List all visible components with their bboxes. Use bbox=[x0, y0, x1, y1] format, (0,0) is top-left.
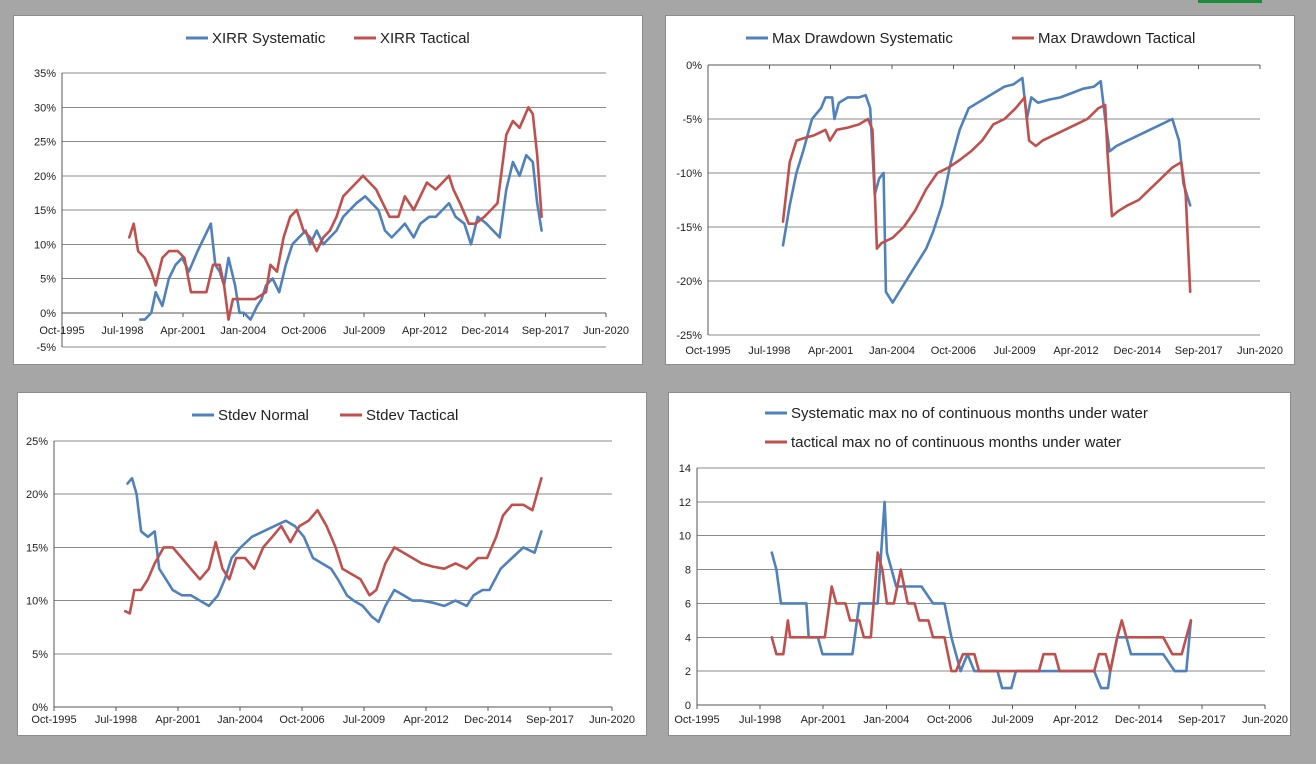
legend-label: Systematic max no of continuous months u… bbox=[791, 405, 1148, 422]
y-tick-label: 0% bbox=[686, 60, 702, 72]
y-tick-label: 10 bbox=[679, 531, 691, 543]
chart-svg-drawdown: 0% -5% -10% -15% -20% -25% Oct-1995 Jul-1998 Apr… bbox=[676, 30, 1283, 357]
y-tick-label: 12 bbox=[679, 497, 691, 509]
y-tick-label: 8 bbox=[685, 565, 691, 577]
x-tick-label: Jan-2004 bbox=[217, 714, 263, 726]
y-tick-label: 0 bbox=[685, 700, 691, 712]
y-tick-label: -20% bbox=[676, 276, 702, 288]
series-line-systematic[interactable] bbox=[126, 476, 543, 624]
x-tick-label: Oct-1995 bbox=[31, 714, 76, 726]
y-tick-label: 0% bbox=[32, 702, 48, 714]
y-tick-label: 35% bbox=[34, 68, 56, 80]
y-tick-label: -5% bbox=[682, 114, 702, 126]
chart-panel-underwater[interactable]: 14 12 10 8 6 4 2 0 Oct-1995 Jul-1998 Apr-2001 Jan-2… bbox=[668, 392, 1291, 736]
x-tick-label: Jan-2004 bbox=[220, 325, 266, 337]
legend-label: XIRR Tactical bbox=[380, 30, 470, 47]
x-tick-label: Apr-2001 bbox=[160, 325, 205, 337]
x-tick-label: Jul-1998 bbox=[748, 345, 790, 357]
y-tick-label: -15% bbox=[676, 222, 702, 234]
x-tick-label: Oct-1995 bbox=[685, 345, 730, 357]
legend-label: tactical max no of continuous months und… bbox=[791, 434, 1121, 451]
x-tick-label: Dec-2014 bbox=[461, 325, 509, 337]
chart-panel-drawdown[interactable]: 0% -5% -10% -15% -20% -25% Oct-1995 Jul-1998 Apr… bbox=[665, 15, 1295, 365]
x-tick-label: Dec-2014 bbox=[1113, 345, 1161, 357]
x-tick-label: Jul-1998 bbox=[739, 714, 781, 726]
x-tick-label: Oct-1995 bbox=[674, 714, 719, 726]
x-tick-label: Jun-2020 bbox=[1237, 345, 1283, 357]
workspace-top-strip bbox=[0, 0, 1316, 8]
x-tick-label: Jul-1998 bbox=[95, 714, 137, 726]
x-tick-label: Apr-2001 bbox=[155, 714, 200, 726]
series-line-tactical[interactable] bbox=[781, 96, 1192, 294]
y-tick-label: 25% bbox=[34, 137, 56, 149]
legend-label: Max Drawdown Systematic bbox=[772, 30, 953, 47]
chart-svg-underwater: 14 12 10 8 6 4 2 0 Oct-1995 Jul-1998 Apr-2001 Jan-2… bbox=[674, 405, 1288, 726]
x-tick-label: Apr-2012 bbox=[402, 325, 447, 337]
y-tick-label: 4 bbox=[685, 632, 691, 644]
y-tick-label: 5% bbox=[40, 274, 56, 286]
series-line-systematic[interactable] bbox=[139, 153, 543, 321]
y-tick-label: 10% bbox=[34, 239, 56, 251]
y-tick-label: 0% bbox=[40, 308, 56, 320]
chart-panel-xirr[interactable]: 35% 30% 25% 20% 15% 10% 5% 0% -5% Oct-1995 Jul-199… bbox=[13, 15, 643, 365]
series-line-tactical[interactable] bbox=[770, 551, 1193, 673]
legend-label: XIRR Systematic bbox=[212, 30, 326, 47]
x-tick-label: Oct-1995 bbox=[39, 325, 84, 337]
x-tick-label: Jul-2009 bbox=[343, 325, 385, 337]
x-tick-label: Oct-2006 bbox=[931, 345, 976, 357]
x-tick-label: Sep-2017 bbox=[526, 714, 574, 726]
y-tick-label: 5% bbox=[32, 649, 48, 661]
x-tick-label: Sep-2017 bbox=[1175, 345, 1223, 357]
y-tick-label: 25% bbox=[26, 436, 48, 448]
y-tick-label: 2 bbox=[685, 666, 691, 678]
x-tick-label: Jan-2004 bbox=[869, 345, 915, 357]
series-line-systematic[interactable] bbox=[781, 76, 1192, 304]
y-tick-label: 30% bbox=[34, 102, 56, 114]
x-tick-label: Apr-2012 bbox=[1053, 345, 1098, 357]
y-tick-label: -10% bbox=[676, 168, 702, 180]
x-tick-label: Apr-2001 bbox=[808, 345, 853, 357]
x-tick-label: Jul-2009 bbox=[343, 714, 385, 726]
chart-svg-xirr: 35% 30% 25% 20% 15% 10% 5% 0% -5% Oct-1995 Jul-199… bbox=[34, 30, 629, 354]
x-tick-label: Jul-2009 bbox=[991, 714, 1033, 726]
y-tick-label: -5% bbox=[36, 342, 56, 354]
chart-svg-stdev: 25% 20% 15% 10% 5% 0%Oct-1995 Jul-1998 Apr-2001… bbox=[26, 407, 635, 726]
legend-label: Stdev Tactical bbox=[366, 407, 458, 424]
y-tick-label: 10% bbox=[26, 596, 48, 608]
series-line-tactical[interactable] bbox=[128, 106, 543, 321]
x-tick-label: Dec-2014 bbox=[1115, 714, 1163, 726]
x-tick-label: Jan-2004 bbox=[863, 714, 909, 726]
x-tick-label: Apr-2012 bbox=[1053, 714, 1098, 726]
x-tick-label: Dec-2014 bbox=[464, 714, 512, 726]
x-tick-label: Jun-2020 bbox=[589, 714, 635, 726]
series-line-tactical[interactable] bbox=[123, 476, 543, 615]
x-tick-label: Apr-2012 bbox=[403, 714, 448, 726]
x-tick-label: Sep-2017 bbox=[522, 325, 570, 337]
y-tick-label: 15% bbox=[26, 542, 48, 554]
y-tick-label: 15% bbox=[34, 205, 56, 217]
x-tick-label: Jun-2020 bbox=[583, 325, 629, 337]
x-tick-label: Oct-2006 bbox=[927, 714, 972, 726]
y-tick-label: -25% bbox=[676, 330, 702, 342]
x-tick-label: Jun-2020 bbox=[1242, 714, 1288, 726]
x-tick-label: Oct-2006 bbox=[281, 325, 326, 337]
y-tick-label: 20% bbox=[26, 489, 48, 501]
y-tick-label: 6 bbox=[685, 598, 691, 610]
x-tick-label: Jul-2009 bbox=[994, 345, 1036, 357]
legend-label: Max Drawdown Tactical bbox=[1038, 30, 1195, 47]
x-tick-label: Apr-2001 bbox=[801, 714, 846, 726]
excel-ribbon-accent bbox=[1198, 0, 1262, 3]
x-tick-label: Oct-2006 bbox=[279, 714, 324, 726]
legend-label: Stdev Normal bbox=[218, 407, 309, 424]
y-tick-label: 20% bbox=[34, 171, 56, 183]
x-tick-label: Sep-2017 bbox=[1178, 714, 1226, 726]
chart-panel-stdev[interactable]: 25% 20% 15% 10% 5% 0% Oct-1995 Jul-1998 Apr-2001… bbox=[17, 392, 647, 736]
x-tick-label: Jul-1998 bbox=[101, 325, 143, 337]
y-tick-label: 14 bbox=[679, 463, 691, 475]
